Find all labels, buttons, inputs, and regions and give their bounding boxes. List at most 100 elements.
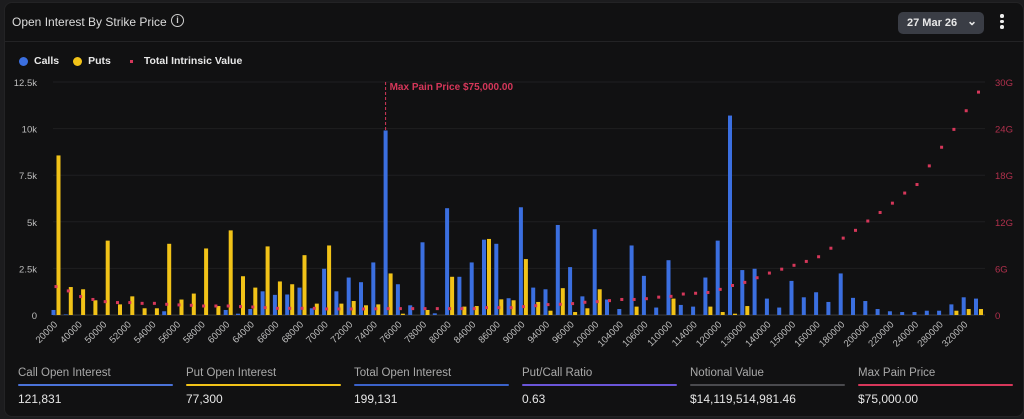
call-bar — [617, 309, 622, 315]
call-bar — [51, 309, 56, 315]
intrinsic-value-point — [288, 306, 292, 310]
stat-call-oi: Call Open Interest 121,831 — [18, 367, 173, 406]
call-bar — [359, 282, 363, 315]
put-bar — [511, 300, 516, 315]
put-bar — [93, 300, 98, 315]
intrinsic-value-point — [202, 304, 206, 308]
x-tick-label: 150000 — [768, 319, 798, 349]
intrinsic-value-point — [669, 294, 673, 298]
intrinsic-value-point — [706, 290, 710, 294]
call-bar — [297, 287, 302, 315]
intrinsic-value-point — [435, 307, 439, 311]
put-bar — [241, 276, 245, 315]
chart-title: Open Interest By Strike Price — [12, 15, 167, 29]
call-bar — [432, 313, 437, 315]
x-tick-label: 100000 — [571, 319, 601, 349]
call-bar — [912, 312, 917, 315]
intrinsic-value-point — [300, 306, 304, 310]
put-bar — [733, 313, 737, 315]
put-bar — [376, 304, 381, 315]
intrinsic-value-point — [841, 236, 845, 240]
put-bar — [179, 299, 184, 315]
legend-label: Total Intrinsic Value — [143, 55, 243, 67]
intrinsic-value-point — [189, 303, 193, 307]
stat-label: Call Open Interest — [18, 367, 111, 379]
call-bar — [752, 268, 757, 315]
intrinsic-value-point — [472, 307, 476, 311]
put-bar — [720, 312, 725, 315]
call-bar — [395, 284, 400, 315]
intrinsic-value-point — [632, 297, 636, 301]
call-bar — [789, 280, 794, 315]
put-bar — [118, 304, 122, 315]
call-bar — [506, 298, 511, 315]
intrinsic-value-point — [79, 295, 83, 299]
intrinsic-value-point — [534, 304, 538, 308]
call-bar — [420, 242, 425, 315]
y-right-tick-label: 24G — [995, 125, 1013, 136]
intrinsic-value-point — [767, 271, 771, 275]
put-bar — [302, 255, 307, 315]
put-bar — [191, 293, 196, 315]
intrinsic-value-point — [583, 300, 587, 304]
y-right-tick-label: 0 — [995, 311, 1000, 322]
intrinsic-value-point — [608, 299, 611, 303]
intrinsic-value-point — [239, 305, 242, 309]
more-options-icon[interactable] — [999, 14, 1005, 32]
call-bar — [309, 308, 314, 315]
x-tick-label: 66000 — [255, 319, 281, 345]
call-bar — [703, 277, 708, 315]
put-bar — [130, 296, 135, 315]
intrinsic-value-point — [152, 301, 156, 305]
put-bar — [68, 287, 73, 315]
x-tick-label: 50000 — [83, 319, 109, 345]
call-bar — [346, 277, 351, 315]
put-bar — [585, 308, 590, 315]
intrinsic-value-point — [927, 164, 931, 168]
legend-item-calls[interactable]: Calls — [19, 55, 59, 67]
put-bar — [56, 155, 61, 315]
call-bar — [605, 299, 609, 315]
put-bar — [277, 281, 282, 315]
call-bar — [322, 268, 327, 315]
intrinsic-value-point — [595, 300, 599, 304]
put-bar — [105, 240, 110, 315]
expiry-date-dropdown[interactable]: 27 Mar 26 ⌄ — [898, 12, 984, 34]
intrinsic-value-point — [448, 307, 452, 311]
call-bar — [974, 298, 978, 315]
legend-item-puts[interactable]: Puts — [73, 55, 111, 67]
info-icon[interactable]: i — [171, 14, 184, 27]
intrinsic-value-point — [165, 302, 169, 306]
stat-max-pain: Max Pain Price $75,000.00 — [858, 367, 1013, 406]
intrinsic-value-point — [411, 307, 415, 311]
y-right-tick-label: 6G — [995, 264, 1008, 275]
stats-row: Call Open Interest 121,831 Put Open Inter… — [18, 367, 1013, 406]
put-bar — [216, 306, 221, 315]
x-tick-label: 106000 — [620, 319, 650, 349]
put-bar — [548, 310, 553, 315]
call-bar — [248, 309, 253, 315]
put-bar — [634, 306, 639, 315]
x-tick-label: 54000 — [132, 319, 158, 345]
intrinsic-value-point — [66, 289, 70, 293]
call-bar — [482, 239, 486, 315]
intrinsic-value-point — [91, 297, 95, 301]
stat-value: 77,300 — [186, 392, 223, 406]
call-bar — [715, 240, 720, 315]
intrinsic-value-point — [312, 306, 316, 310]
legend-item-intrinsic[interactable]: Total Intrinsic Value — [125, 55, 242, 67]
intrinsic-value-point — [423, 307, 427, 311]
call-bar — [887, 311, 892, 315]
put-bar — [671, 298, 676, 315]
call-bar — [555, 224, 560, 315]
x-tick-label: 114000 — [670, 319, 700, 349]
put-bar — [167, 243, 172, 315]
stat-label: Total Open Interest — [354, 367, 452, 379]
intrinsic-value-point — [940, 145, 944, 149]
intrinsic-value-point — [460, 307, 464, 311]
intrinsic-value-point — [718, 287, 722, 291]
intrinsic-value-point — [128, 301, 132, 305]
intrinsic-value-point — [325, 307, 329, 311]
chevron-down-icon: ⌄ — [966, 14, 977, 28]
put-bar — [154, 308, 159, 315]
